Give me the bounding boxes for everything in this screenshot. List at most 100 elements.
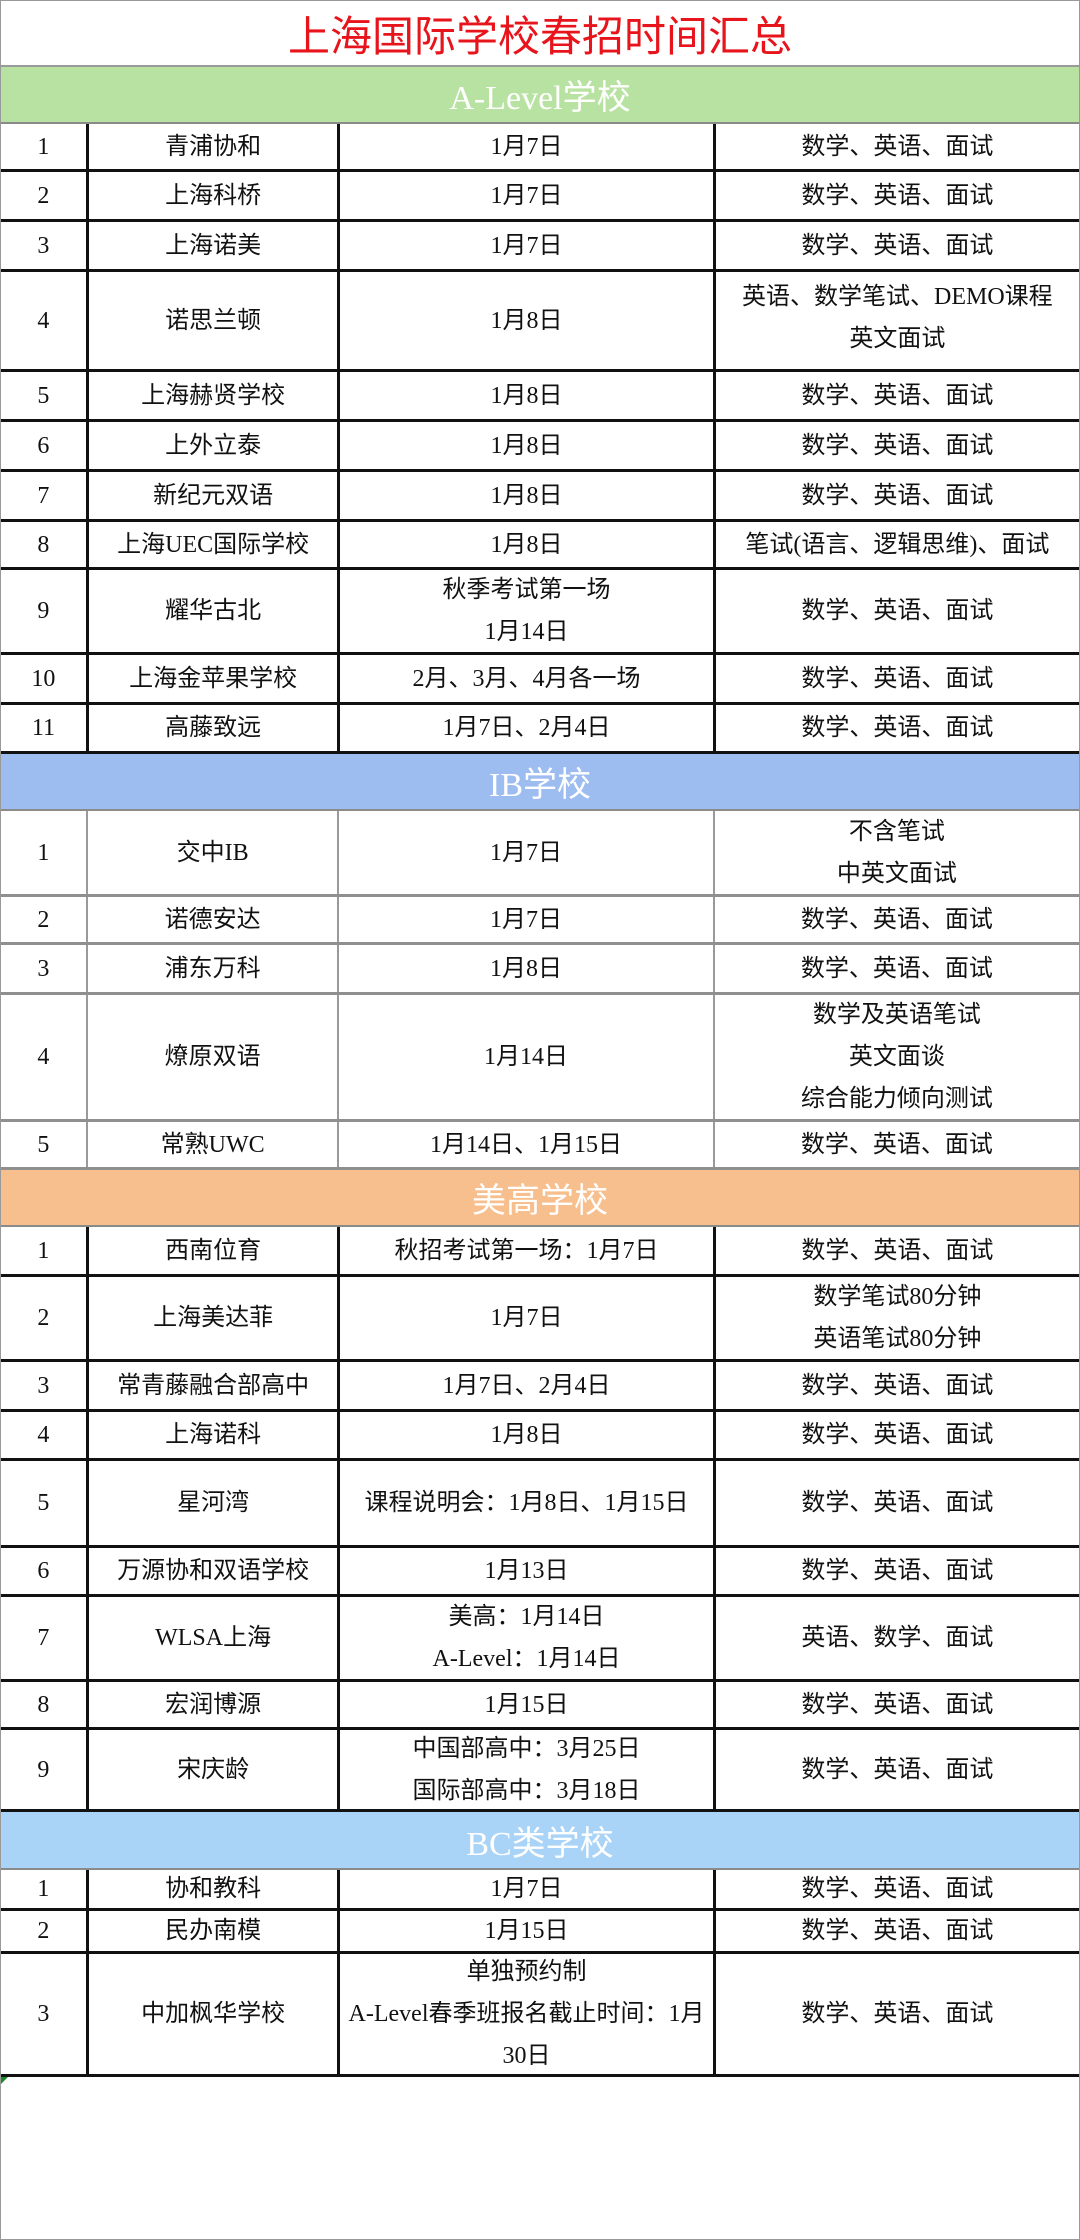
table-row: 1 协和教科 1月7日 数学、英语、面试 [1, 1870, 1079, 1911]
row-number: 2 [37, 1305, 50, 1331]
exam-content: 数学、英语、面试 [712, 655, 1079, 702]
table-row: 11 高藤致远 1月7日、2月4日 数学、英语、面试 [1, 705, 1079, 754]
row-number: 1 [37, 133, 50, 160]
row-number: 1 [37, 839, 50, 866]
school-name: 上海赫贤学校 [85, 372, 338, 419]
exam-date: 1月7日 [337, 222, 712, 269]
table-row: 2 诺德安达 1月7日 数学、英语、面试 [1, 897, 1079, 945]
school-name: 宏润博源 [85, 1682, 338, 1727]
exam-date: 1月8日 [337, 522, 712, 567]
exam-date: 美高：1月14日 A-Level：1月14日 [337, 1597, 712, 1679]
exam-content: 数学及英语笔试 英文面谈 综合能力倾向测试 [712, 995, 1079, 1119]
exam-content: 数学、英语、面试 [712, 1461, 1079, 1545]
table-row: 8 宏润博源 1月15日 数学、英语、面试 [1, 1682, 1079, 1730]
school-name: 西南位育 [85, 1227, 338, 1274]
table-row: 2 民办南模 1月15日 数学、英语、面试 [1, 1911, 1079, 1954]
exam-date: 1月15日 [337, 1682, 712, 1727]
table-row: 1 青浦协和 1月7日 数学、英语、面试 [1, 124, 1079, 172]
table-row: 9 耀华古北 秋季考试第一场 1月14日 数学、英语、面试 [1, 570, 1079, 655]
table-row: 2 上海科桥 1月7日 数学、英语、面试 [1, 172, 1079, 222]
exam-content: 数学、英语、面试 [712, 570, 1079, 652]
exam-content: 数学、英语、面试 [712, 897, 1079, 942]
row-number: 8 [37, 1691, 50, 1718]
exam-date: 1月8日 [337, 472, 712, 519]
table-row: 4 上海诺科 1月8日 数学、英语、面试 [1, 1412, 1079, 1461]
table-row: 1 交中IB 1月7日 不含笔试 中英文面试 [1, 811, 1079, 897]
exam-date: 1月7日、2月4日 [337, 1362, 712, 1409]
school-name: 青浦协和 [85, 124, 338, 169]
exam-date: 1月7日 [337, 172, 712, 219]
exam-content: 数学、英语、面试 [712, 124, 1079, 169]
school-name: 星河湾 [85, 1461, 338, 1545]
table-row: 1 西南位育 秋招考试第一场：1月7日 数学、英语、面试 [1, 1227, 1079, 1277]
table-row: 4 诺思兰顿 1月8日 英语、数学笔试、DEMO课程 英文面试 [1, 272, 1079, 372]
exam-content: 数学、英语、面试 [712, 1954, 1079, 2074]
school-name: 协和教科 [85, 1870, 338, 1908]
school-name: 上海诺科 [85, 1412, 338, 1458]
school-name: WLSA上海 [85, 1597, 338, 1679]
exam-date: 1月8日 [337, 372, 712, 419]
page-title: 上海国际学校春招时间汇总 [1, 1, 1079, 67]
table-row: 6 万源协和双语学校 1月13日 数学、英语、面试 [1, 1548, 1079, 1597]
table-row: 4 燎原双语 1月14日 数学及英语笔试 英文面谈 综合能力倾向测试 [1, 995, 1079, 1122]
school-name: 宋庆龄 [85, 1730, 338, 1809]
cell-comment-marker-icon [1, 2077, 8, 2084]
exam-date: 1月7日 [337, 124, 712, 169]
row-number: 11 [31, 715, 55, 741]
table-row: 2 上海美达菲 1月7日 数学笔试80分钟 英语笔试80分钟 [1, 1277, 1079, 1362]
row-number: 5 [37, 1490, 50, 1516]
school-name: 上海科桥 [85, 172, 338, 219]
row-number: 2 [37, 1918, 50, 1944]
exam-content: 数学、英语、面试 [712, 705, 1079, 751]
school-name: 上海UEC国际学校 [85, 522, 338, 567]
exam-date: 秋招考试第一场：1月7日 [337, 1227, 712, 1274]
row-number: 1 [37, 1876, 50, 1902]
row-number: 6 [37, 1558, 50, 1584]
row-number: 2 [37, 906, 50, 933]
school-name: 上外立泰 [85, 422, 338, 469]
row-number: 4 [37, 1044, 50, 1070]
exam-content: 英语、数学笔试、DEMO课程 英文面试 [712, 272, 1079, 369]
school-name: 燎原双语 [85, 995, 338, 1119]
table-row: 3 上海诺美 1月7日 数学、英语、面试 [1, 222, 1079, 272]
exam-content: 英语、数学、面试 [712, 1597, 1079, 1679]
exam-content: 数学、英语、面试 [712, 1870, 1079, 1908]
row-number: 4 [37, 307, 50, 334]
row-number: 8 [37, 531, 50, 558]
exam-content: 数学、英语、面试 [712, 372, 1079, 419]
table-row: 5 上海赫贤学校 1月8日 数学、英语、面试 [1, 372, 1079, 422]
table-row: 3 常青藤融合部高中 1月7日、2月4日 数学、英语、面试 [1, 1362, 1079, 1412]
row-number: 2 [37, 182, 50, 209]
row-number: 7 [37, 482, 50, 509]
school-name: 耀华古北 [85, 570, 338, 652]
exam-date: 1月8日 [337, 945, 712, 992]
row-number: 10 [31, 665, 56, 692]
row-number: 5 [37, 382, 50, 409]
school-name: 诺思兰顿 [85, 272, 338, 369]
section-heading: IB学校 [1, 754, 1079, 811]
row-number: 9 [37, 598, 50, 624]
section-1: IB学校 1 交中IB 1月7日 不含笔试 中英文面试 2 诺德安达 1月7日 数学、英语、面试… [1, 754, 1079, 1170]
table-row: 3 中加枫华学校 单独预约制 A-Level春季班报名截止时间：1月30日 数学、英语… [1, 1954, 1079, 2077]
table-row: 6 上外立泰 1月8日 数学、英语、面试 [1, 422, 1079, 472]
exam-content: 数学、英语、面试 [712, 1122, 1079, 1167]
section-2: 美高学校 1 西南位育 秋招考试第一场：1月7日 数学、英语、面试 2 上海美达菲 1月7日数… [1, 1170, 1079, 1812]
exam-content: 数学、英语、面试 [712, 945, 1079, 992]
school-name: 交中IB [85, 811, 338, 894]
row-number: 1 [37, 1237, 50, 1264]
school-name: 高藤致远 [85, 705, 338, 751]
school-name: 新纪元双语 [85, 472, 338, 519]
exam-content: 数学、英语、面试 [712, 222, 1079, 269]
table-row: 5 常熟UWC 1月14日、1月15日 数学、英语、面试 [1, 1122, 1079, 1170]
exam-content: 数学、英语、面试 [712, 172, 1079, 219]
table-row: 7 WLSA上海 美高：1月14日 A-Level：1月14日 英语、数学、面试 [1, 1597, 1079, 1682]
school-name: 万源协和双语学校 [85, 1548, 338, 1594]
exam-content: 数学、英语、面试 [712, 472, 1079, 519]
school-name: 民办南模 [85, 1911, 338, 1951]
exam-date: 1月7日 [337, 1277, 712, 1359]
school-name: 常青藤融合部高中 [85, 1362, 338, 1409]
exam-date: 1月7日、2月4日 [337, 705, 712, 751]
sections: A-Level学校 1 青浦协和 1月7日 数学、英语、面试 2 上海科桥 1月7日 数学、英语… [1, 67, 1079, 2077]
exam-date: 1月7日 [337, 811, 712, 894]
